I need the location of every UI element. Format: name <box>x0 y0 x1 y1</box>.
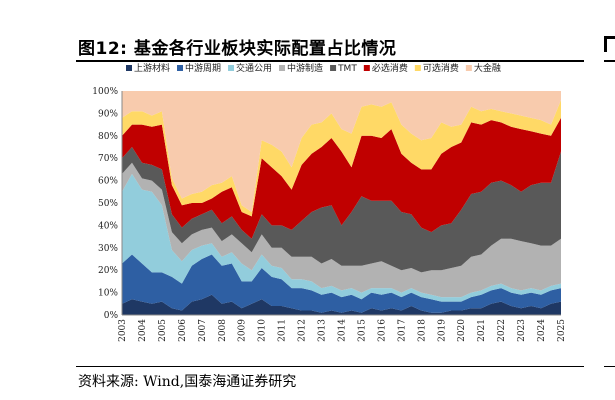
y-tick-label: 50% <box>98 199 118 209</box>
legend-swatch-3 <box>228 65 235 71</box>
legend-swatch-5 <box>330 65 337 71</box>
x-tick-label: 2013 <box>318 319 328 342</box>
x-tick-label: 2010 <box>258 319 268 342</box>
x-tick-label: 2025 <box>557 319 567 342</box>
x-tick-label: 2022 <box>497 319 507 342</box>
source-divider <box>76 366 584 367</box>
next-figure-edge-mark <box>604 36 615 52</box>
x-tick-label: 2021 <box>477 319 487 342</box>
y-tick-label: 90% <box>98 109 118 119</box>
x-tick-label: 2014 <box>338 319 348 342</box>
area-series-4 <box>122 162 561 298</box>
x-tick-label: 2011 <box>278 319 288 342</box>
x-tick-label: 2007 <box>198 319 208 342</box>
y-tick-label: 30% <box>98 244 118 254</box>
legend: 上游材料 中游周期 交通公用 中游制造 TMT 必选消费 可选消费 大金融 <box>126 62 501 74</box>
area-series-8 <box>122 91 561 212</box>
x-tick-label: 2023 <box>517 319 527 342</box>
area-series-2 <box>122 254 561 313</box>
x-tick-label: 2005 <box>158 319 168 342</box>
legend-label-5: TMT <box>337 64 357 74</box>
y-tick-label: 100% <box>92 87 118 97</box>
legend-label-3: 交通公用 <box>236 62 272 74</box>
x-tick-label: 2016 <box>377 319 387 342</box>
legend-label-7: 可选消费 <box>423 62 459 74</box>
legend-label-8: 大金融 <box>474 62 501 74</box>
legend-label-2: 中游周期 <box>185 62 221 74</box>
chart-title: 图12: 基金各行业板块实际配置占比情况 <box>78 39 397 59</box>
legend-swatch-2 <box>177 65 184 71</box>
y-axis: 0% 10% 20% 30% 40% 50% 60% 70% 80% 90% 100% <box>92 87 123 321</box>
legend-label-1: 上游材料 <box>134 62 170 74</box>
x-tick-label: 2003 <box>118 319 128 342</box>
y-tick-label: 80% <box>98 132 118 142</box>
area-series-7 <box>122 100 561 217</box>
y-tick-label: 60% <box>98 177 118 187</box>
x-axis: 2003 2004 2005 2006 2007 2008 2009 2010 2011 2012… <box>118 314 567 342</box>
y-tick-label: 40% <box>98 221 118 231</box>
legend-swatch-8 <box>465 65 472 71</box>
legend-swatch-1 <box>126 65 132 71</box>
legend-swatch-4 <box>279 65 286 71</box>
area-series-5 <box>122 147 561 273</box>
legend-label-6: 必选消费 <box>372 62 408 74</box>
legend-swatch-6 <box>363 65 370 71</box>
y-tick-label: 70% <box>98 154 118 164</box>
next-figure-edge-rule <box>604 60 615 62</box>
x-tick-label: 2017 <box>397 319 407 342</box>
x-tick-label: 2018 <box>417 319 427 342</box>
y-tick-label: 20% <box>98 266 118 276</box>
x-tick-label: 2006 <box>178 319 188 342</box>
source-note: 资料来源: Wind,国泰海通证券研究 <box>78 374 297 390</box>
series-areas <box>122 91 561 315</box>
x-tick-label: 2012 <box>298 319 308 342</box>
x-tick-label: 2024 <box>537 319 547 342</box>
area-series-6 <box>122 117 561 239</box>
next-figure-edge-rule-bottom <box>604 366 615 367</box>
x-tick-label: 2019 <box>437 319 447 342</box>
x-tick-label: 2009 <box>238 319 248 342</box>
x-tick-label: 2004 <box>138 319 148 342</box>
legend-swatch-7 <box>414 65 421 71</box>
x-tick-label: 2015 <box>358 319 368 342</box>
legend-label-4: 中游制造 <box>287 62 323 74</box>
x-tick-label: 2020 <box>457 319 467 342</box>
area-series-1 <box>122 294 561 315</box>
title-underline <box>76 60 584 62</box>
y-tick-label: 0% <box>104 311 119 321</box>
x-tick-label: 2008 <box>218 319 228 342</box>
y-tick-label: 10% <box>98 289 118 299</box>
